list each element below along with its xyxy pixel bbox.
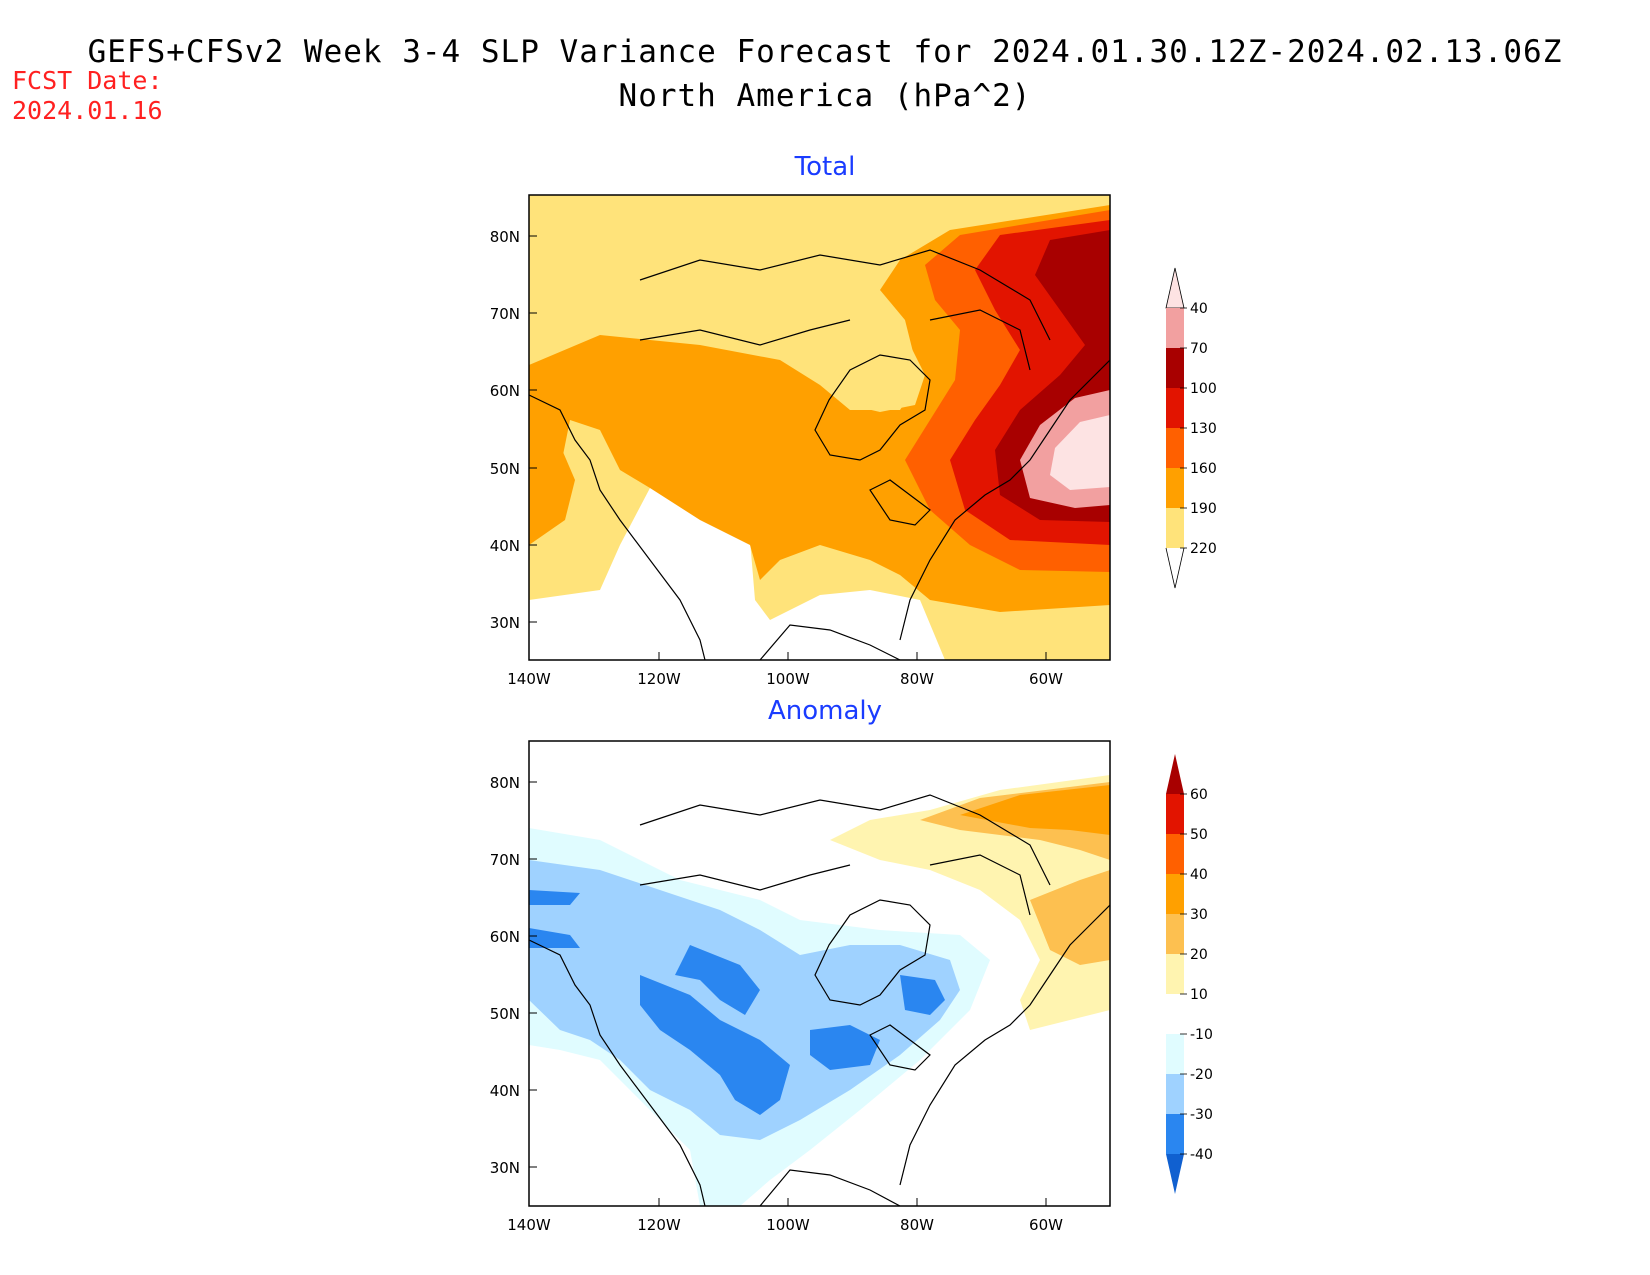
colorbar-label: 40 <box>1190 867 1208 883</box>
colorbar-swatch <box>1166 834 1184 874</box>
lon-label: 60W <box>1029 1216 1063 1234</box>
colorbar-arrow-bottom <box>1166 1154 1184 1194</box>
colorbar-swatch <box>1166 388 1184 428</box>
colorbar-swatch <box>1166 874 1184 914</box>
forecast-date: FCST Date: 2024.01.16 <box>12 66 163 126</box>
lon-label: 80W <box>900 1216 934 1234</box>
lat-label: 60N <box>490 928 520 946</box>
colorbar-label: 20 <box>1190 947 1208 963</box>
anomaly-panel-title: Anomaly <box>767 696 883 726</box>
colorbar-label: 60 <box>1190 787 1208 803</box>
lat-label: 30N <box>490 614 520 632</box>
colorbar-arrow-top <box>1165 267 1185 309</box>
lat-label: 60N <box>490 382 520 400</box>
lat-label: 40N <box>490 1082 520 1100</box>
colorbar-swatch <box>1166 794 1184 834</box>
lon-label: 120W <box>637 1216 681 1234</box>
lon-label: 80W <box>900 670 934 688</box>
colorbar-label: 40 <box>1190 301 1208 317</box>
anomaly-coastline <box>529 794 1110 1206</box>
lon-label: 100W <box>766 670 810 688</box>
anomaly-colorbar: 60 50 40 30 20 10 -10 -20 -30 -40 <box>1166 754 1213 1194</box>
colorbar-label: 190 <box>1190 501 1217 517</box>
colorbar-label: 70 <box>1190 341 1208 357</box>
total-colorbar: 40 70 100 130 160 190 220 <box>1165 267 1217 589</box>
lat-label: 80N <box>490 774 520 792</box>
lat-label: 30N <box>490 1159 520 1177</box>
lat-label: 70N <box>490 851 520 869</box>
anomaly-map-frame <box>528 740 1111 1207</box>
colorbar-arrow-top <box>1166 754 1184 794</box>
lat-label: 70N <box>490 305 520 323</box>
colorbar-swatch <box>1166 468 1184 508</box>
total-axis-ticks <box>528 235 1047 660</box>
total-coastline <box>529 249 1110 660</box>
colorbar-swatch <box>1166 428 1184 468</box>
page-title: GEFS+CFSv2 Week 3-4 SLP Variance Forecas… <box>0 30 1650 118</box>
total-map-frame <box>528 194 1111 661</box>
total-variance-field <box>529 195 1110 660</box>
title-line-1: GEFS+CFSv2 Week 3-4 SLP Variance Forecas… <box>87 34 1563 70</box>
colorbar-label: -10 <box>1190 1027 1213 1043</box>
colorbar-swatch <box>1166 508 1184 548</box>
colorbar-label: 30 <box>1190 907 1208 923</box>
lon-label: 140W <box>507 1216 551 1234</box>
anomaly-axis-ticks <box>528 781 1047 1206</box>
colorbar-label: 160 <box>1190 461 1217 477</box>
colorbar-swatch <box>1166 348 1184 388</box>
forecast-date-value: 2024.01.16 <box>12 96 163 125</box>
lat-label: 80N <box>490 228 520 246</box>
colorbar-swatch <box>1166 1114 1184 1154</box>
lat-label: 50N <box>490 1005 520 1023</box>
title-line-2: North America (hPa^2) <box>618 78 1032 114</box>
lat-label: 40N <box>490 537 520 555</box>
lat-label: 50N <box>490 460 520 478</box>
lon-label: 140W <box>507 670 551 688</box>
colorbar-swatch <box>1166 954 1184 994</box>
anomaly-lat-labels: 80N 70N 60N 50N 40N 30N <box>490 774 520 1177</box>
colorbar-label: 100 <box>1190 381 1217 397</box>
lon-label: 100W <box>766 1216 810 1234</box>
colorbar-swatch <box>1166 308 1184 348</box>
colorbar-label: -40 <box>1190 1147 1213 1163</box>
colorbar-label: 50 <box>1190 827 1208 843</box>
total-lat-labels: 80N 70N 60N 50N 40N 30N <box>490 228 520 632</box>
colorbar-label: -20 <box>1190 1067 1213 1083</box>
colorbar-label: 10 <box>1190 987 1208 1003</box>
colorbar-swatch <box>1166 1074 1184 1114</box>
total-panel-title: Total <box>794 152 856 182</box>
colorbar-label: 220 <box>1190 541 1217 557</box>
colorbar-swatch <box>1166 1034 1184 1074</box>
total-lon-labels: 140W 120W 100W 80W 60W <box>507 670 1063 688</box>
anomaly-lon-labels: 140W 120W 100W 80W 60W <box>507 1216 1063 1234</box>
colorbar-label: -30 <box>1190 1107 1213 1123</box>
colorbar-swatch <box>1166 994 1184 1034</box>
anomaly-field <box>529 741 1110 1206</box>
colorbar-swatch <box>1166 914 1184 954</box>
forecast-date-label: FCST Date: <box>12 66 163 95</box>
colorbar-arrow-bottom <box>1165 547 1185 589</box>
lon-label: 60W <box>1029 670 1063 688</box>
lon-label: 120W <box>637 670 681 688</box>
colorbar-label: 130 <box>1190 421 1217 437</box>
